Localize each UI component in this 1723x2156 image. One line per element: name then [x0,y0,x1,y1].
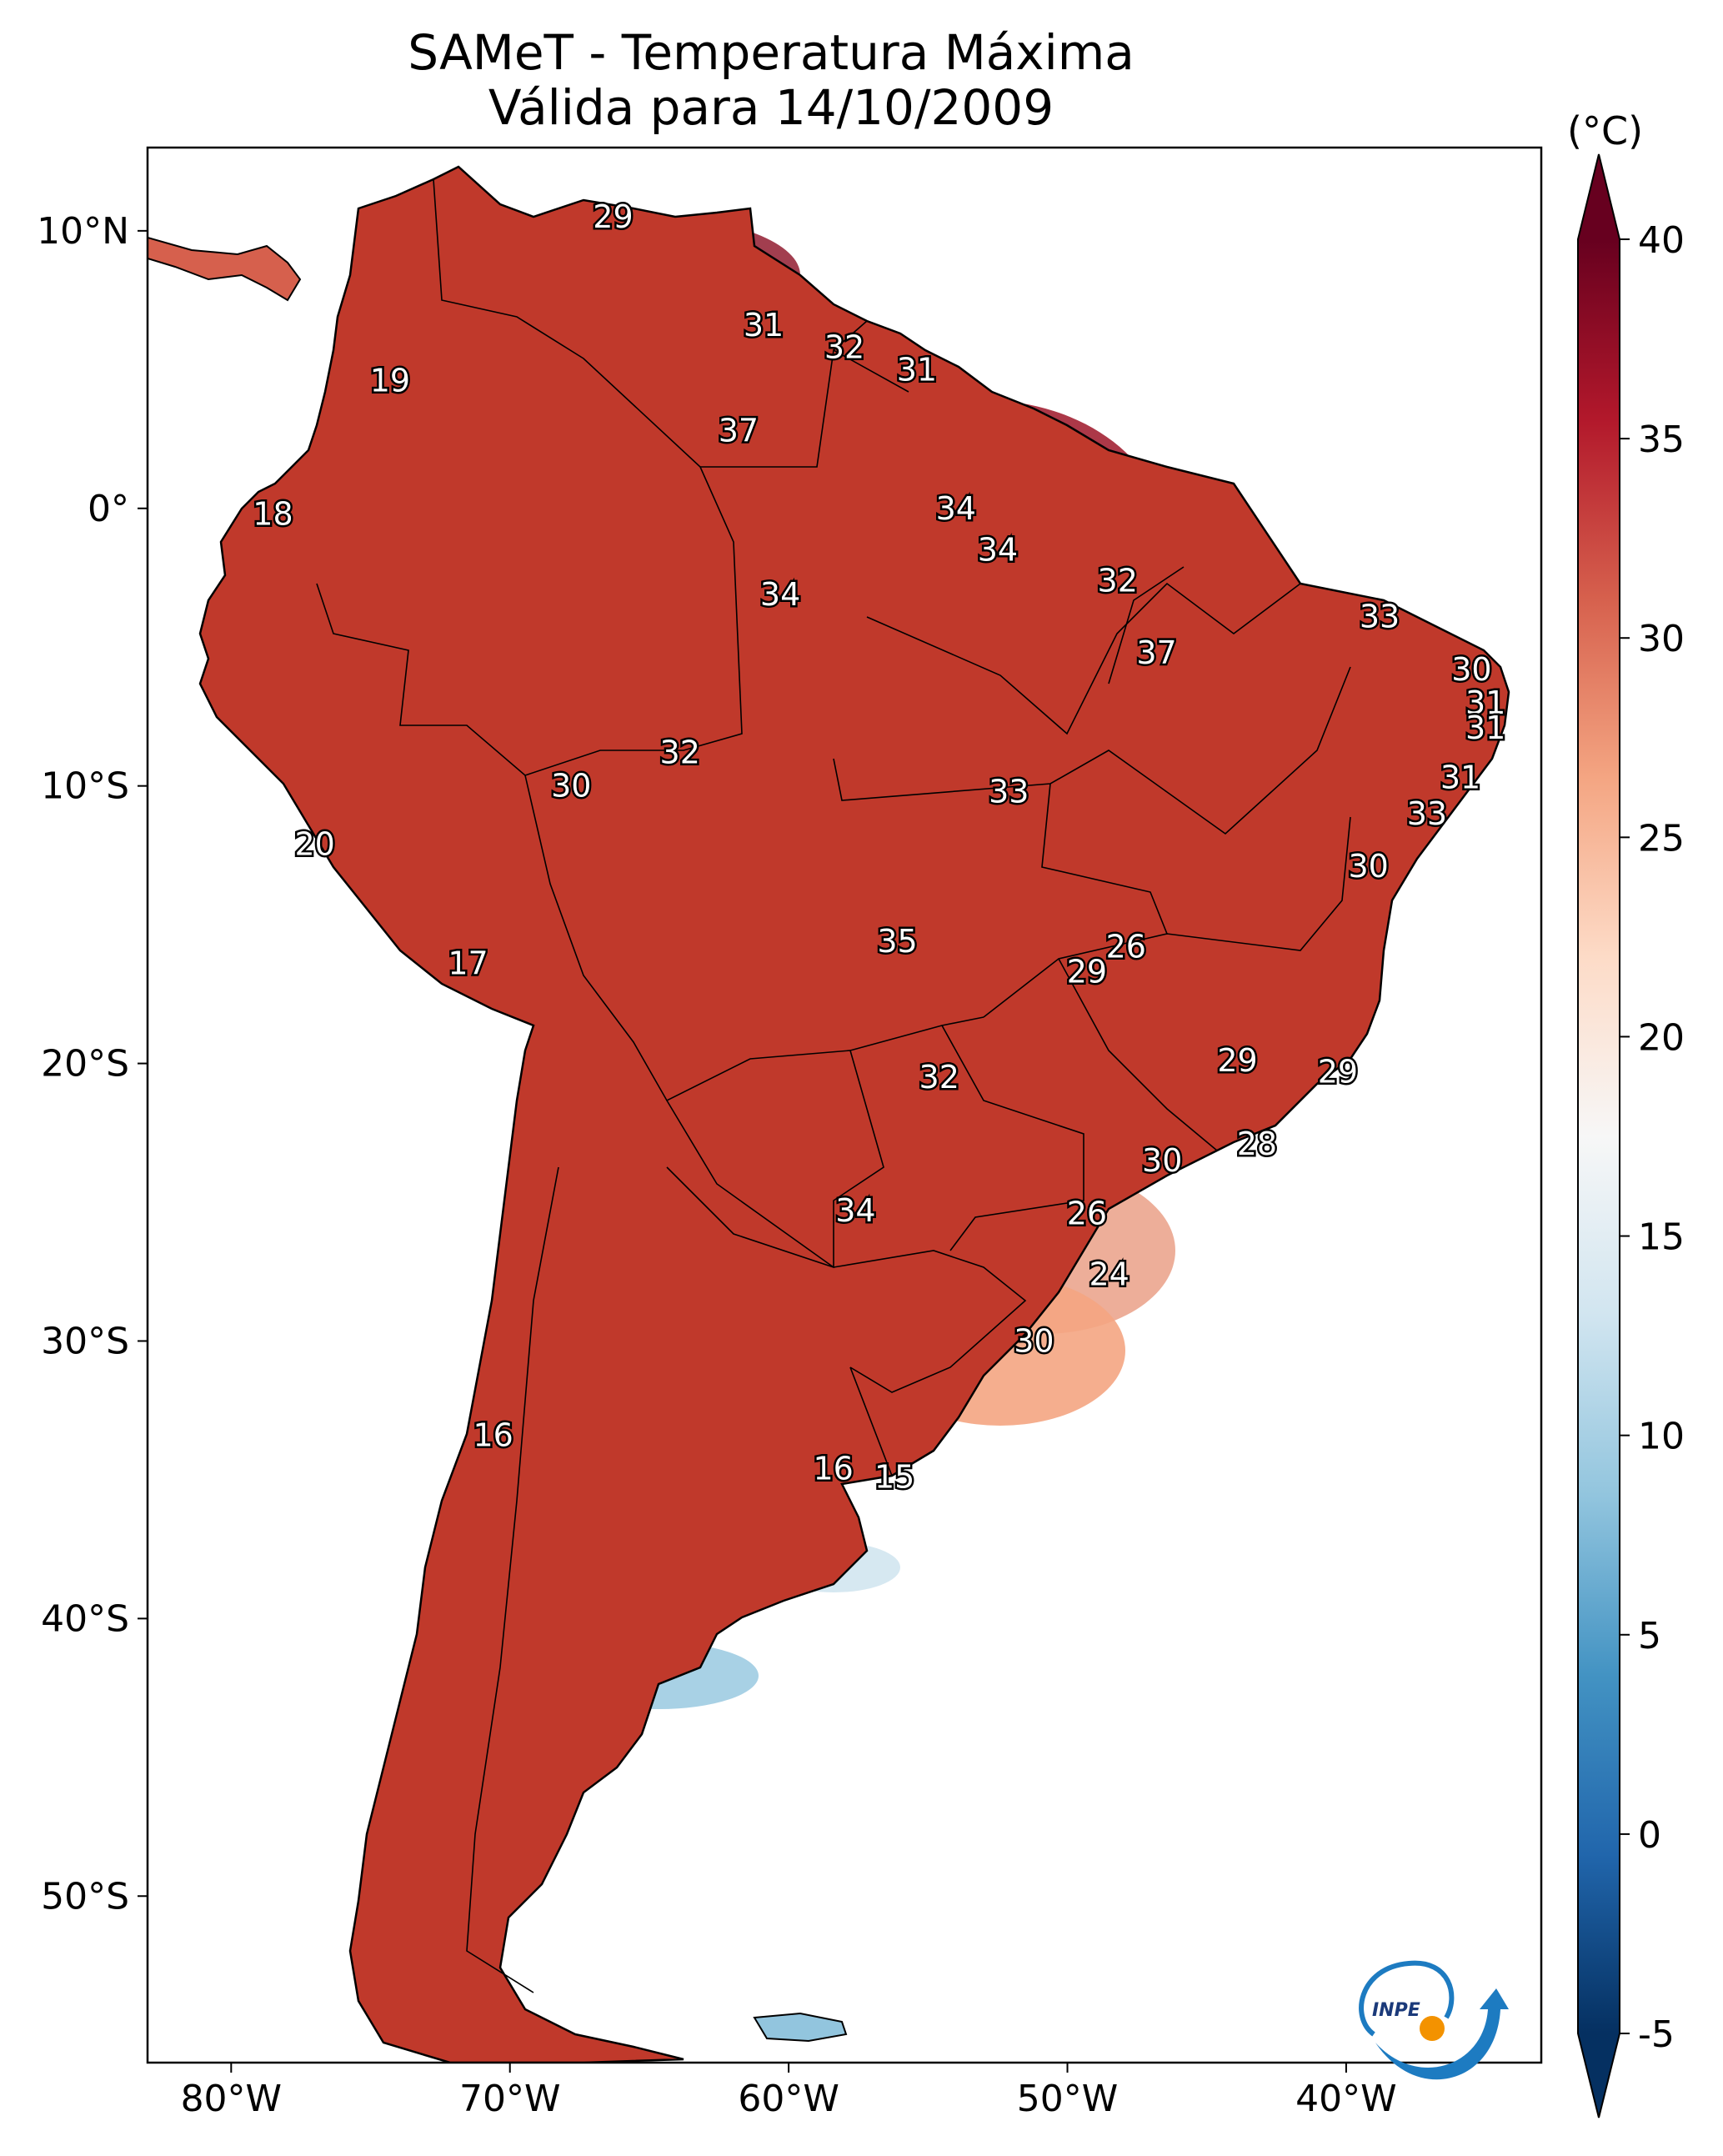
country-borders [316,178,1351,1993]
temperature-field [148,165,1510,2063]
station-temperature-label: 28 [1237,1126,1277,1162]
station-temperature-label: 35 [877,923,917,960]
lat-tick-label: 20°S [41,1043,129,1086]
station-temperature-label: 26 [1067,1195,1107,1231]
lon-tick-label: 60°W [738,2078,839,2120]
colorbar-tick-label: 0 [1638,1814,1661,1857]
colorbar-body [1578,239,1620,2033]
station-temperature-label: 32 [824,329,864,366]
station-temperature-label: 31 [1465,684,1505,721]
station-temperature-label: 34 [835,1192,875,1229]
station-temperature-label: 34 [978,532,1018,569]
station-temperature-label: 17 [448,945,488,982]
map-title: SAMeT - Temperatura Máxima [408,24,1134,81]
station-temperature-label: 32 [1098,562,1138,599]
colorbar-tick-label: 25 [1638,817,1685,860]
colorbar-unit: (°C) [1567,108,1643,153]
station-temperature-label: 30 [551,768,591,805]
station-temperature-label: 30 [1451,651,1491,688]
station-temperature-label: 24 [1089,1256,1129,1293]
station-temperature-label: 33 [1407,795,1447,832]
colorbar-tick-label: 15 [1638,1216,1685,1259]
station-temperature-label: 31 [897,351,937,388]
station-temperature-label: 33 [1360,599,1400,635]
colorbar-tick-label: 40 [1638,219,1685,262]
lat-tick-label: 40°S [41,1597,129,1640]
station-temperature-label: 32 [919,1059,959,1096]
colorbar-tick-label: 30 [1638,618,1685,660]
colorbar-tick-label: 35 [1638,419,1685,461]
lon-tick-label: 40°W [1295,2078,1397,2120]
logo-orbit-icon [1359,1960,1455,2037]
lat-tick-label: 10°N [37,210,129,253]
colorbar-tick-label: 5 [1638,1615,1661,1657]
station-temperature-label: 30 [1348,848,1388,885]
station-temperature-label: 16 [473,1417,513,1454]
station-temperature-label: 29 [1217,1042,1257,1079]
station-temperature-label: 34 [760,576,800,613]
logo-arrow-icon [1375,1988,1509,2080]
station-temperature-label: 29 [1067,954,1107,990]
colorbar: 40 35 30 25 20 15 10 5 0 -5 (°C) [1567,108,1685,2118]
lon-tick-label: 80°W [181,2078,283,2120]
logo-text: INPE [1372,2000,1420,2021]
colorbar-ticks: 40 35 30 25 20 15 10 5 0 -5 [1620,219,1685,2056]
station-temperature-label: 31 [1440,760,1480,796]
colorbar-tick-label: 20 [1638,1016,1685,1059]
station-temperature-label: 33 [989,773,1029,810]
logo-sun-icon [1420,2016,1445,2041]
colorbar-tick-label: 10 [1638,1416,1685,1458]
falkland-islands [753,2012,848,2043]
map-subtitle: Válida para 14/10/2009 [488,79,1054,136]
station-temperature-label: 30 [1014,1322,1054,1359]
colorbar-max-arrow [1578,154,1620,239]
station-temperature-label: 26 [1106,929,1146,965]
station-temperature-label: 19 [370,363,410,399]
latitude-ticks: 10°N 0° 10°S 20°S 30°S 40°S 50°S [37,210,148,1918]
station-temperature-label: 37 [719,413,759,449]
inpe-logo: INPE [1359,1960,1509,2080]
station-temperature-label: 16 [813,1451,853,1487]
station-temperature-label: 31 [1465,709,1505,746]
lat-tick-label: 10°S [41,765,129,808]
lat-tick-label: 0° [88,488,129,530]
lat-tick-label: 30°S [41,1320,129,1362]
station-temperature-label: 31 [744,307,784,343]
longitude-ticks: 80°W 70°W 60°W 50°W 40°W [181,2063,1397,2120]
station-temperature-label: 20 [294,826,334,863]
central-america [148,236,302,302]
station-temperature-label: 18 [253,495,293,532]
station-temperature-label: 32 [660,735,700,771]
lat-tick-label: 50°S [41,1875,129,1918]
lon-tick-label: 50°W [1017,2078,1119,2120]
station-temperature-label: 34 [936,490,976,527]
station-temperature-label: 29 [1318,1054,1358,1091]
station-temperature-label: 15 [874,1459,914,1496]
map-frame [146,146,1543,2064]
colorbar-tick-label: -5 [1638,2013,1675,2056]
station-temperature-label: 29 [593,198,633,235]
station-temperature-label: 37 [1136,634,1176,671]
lon-tick-label: 70°W [459,2078,561,2120]
colorbar-min-arrow [1578,2033,1620,2118]
station-temperature-label: 30 [1142,1142,1182,1179]
